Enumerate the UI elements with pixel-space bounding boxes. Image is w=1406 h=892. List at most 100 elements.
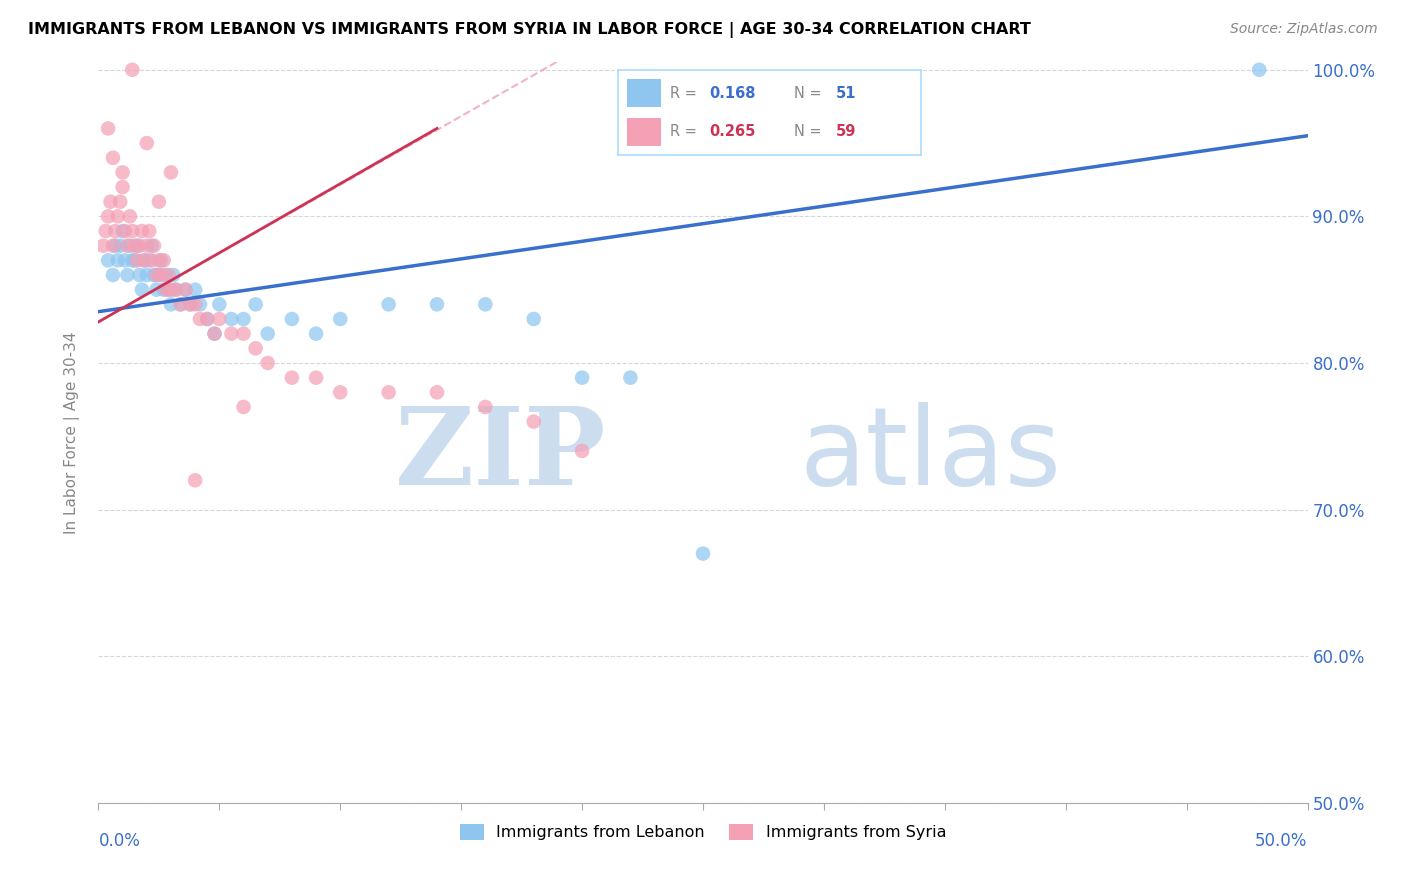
Point xyxy=(111,180,134,194)
Point xyxy=(179,297,201,311)
Point xyxy=(165,283,187,297)
Point xyxy=(174,283,197,297)
Text: 0.0%: 0.0% xyxy=(98,832,141,850)
Point xyxy=(121,224,143,238)
Point xyxy=(155,268,177,282)
Y-axis label: In Labor Force | Age 30-34: In Labor Force | Age 30-34 xyxy=(63,331,80,534)
Point xyxy=(127,253,149,268)
Point xyxy=(195,312,218,326)
Point xyxy=(221,326,243,341)
Point xyxy=(135,268,157,282)
Text: Source: ZipAtlas.com: Source: ZipAtlas.com xyxy=(1230,22,1378,37)
Point xyxy=(474,297,496,311)
Point xyxy=(134,253,156,268)
Point xyxy=(150,268,173,282)
Point xyxy=(134,253,156,268)
Point xyxy=(169,297,191,311)
Point xyxy=(232,312,254,326)
Point xyxy=(97,121,120,136)
Point xyxy=(184,283,207,297)
Point xyxy=(160,165,183,179)
Point xyxy=(179,297,201,311)
Point xyxy=(571,444,593,458)
Point xyxy=(128,268,150,282)
Point xyxy=(523,312,546,326)
Point xyxy=(128,238,150,252)
Point xyxy=(165,283,187,297)
Point xyxy=(245,297,267,311)
Point xyxy=(150,253,173,268)
Point xyxy=(619,370,641,384)
Point xyxy=(208,312,231,326)
Point xyxy=(426,297,449,311)
Text: IMMIGRANTS FROM LEBANON VS IMMIGRANTS FROM SYRIA IN LABOR FORCE | AGE 30-34 CORR: IMMIGRANTS FROM LEBANON VS IMMIGRANTS FR… xyxy=(28,22,1031,38)
Point xyxy=(152,283,174,297)
Point xyxy=(157,283,180,297)
Point xyxy=(141,238,163,252)
Point xyxy=(138,253,160,268)
Legend: Immigrants from Lebanon, Immigrants from Syria: Immigrants from Lebanon, Immigrants from… xyxy=(453,817,953,847)
Point xyxy=(184,297,207,311)
Point xyxy=(329,385,352,400)
Point xyxy=(184,473,207,487)
Point xyxy=(160,283,183,297)
Point xyxy=(148,194,170,209)
Point xyxy=(101,268,124,282)
Point xyxy=(138,224,160,238)
Point xyxy=(232,400,254,414)
Point xyxy=(124,253,146,268)
Point xyxy=(131,224,153,238)
Point xyxy=(118,238,141,252)
Point xyxy=(169,297,191,311)
Point xyxy=(131,283,153,297)
Point xyxy=(377,297,399,311)
Text: atlas: atlas xyxy=(800,401,1062,508)
Text: 50.0%: 50.0% xyxy=(1256,832,1308,850)
Point xyxy=(107,210,129,224)
Point xyxy=(118,210,141,224)
Point xyxy=(329,312,352,326)
Point xyxy=(426,385,449,400)
Point xyxy=(195,312,218,326)
Point xyxy=(108,238,131,252)
Point xyxy=(114,224,136,238)
Point xyxy=(160,297,183,311)
Point xyxy=(104,238,127,252)
Point xyxy=(111,165,134,179)
Point xyxy=(135,238,157,252)
Point xyxy=(232,326,254,341)
Point xyxy=(305,326,328,341)
Point xyxy=(256,356,278,370)
Point xyxy=(97,210,120,224)
Point xyxy=(145,283,167,297)
Point xyxy=(121,253,143,268)
Point xyxy=(188,312,211,326)
Point xyxy=(571,370,593,384)
Point xyxy=(148,253,170,268)
Point xyxy=(157,268,180,282)
Point xyxy=(208,297,231,311)
Point xyxy=(117,268,139,282)
Point xyxy=(155,283,177,297)
Point xyxy=(143,238,166,252)
Point xyxy=(101,151,124,165)
Point xyxy=(94,224,117,238)
Point xyxy=(162,268,184,282)
Point xyxy=(108,194,131,209)
Point xyxy=(148,268,170,282)
Text: ZIP: ZIP xyxy=(395,401,606,508)
Point xyxy=(107,253,129,268)
Point xyxy=(97,253,120,268)
Point xyxy=(91,238,114,252)
Point xyxy=(305,370,328,384)
Point xyxy=(117,238,139,252)
Point xyxy=(204,326,226,341)
Point xyxy=(111,224,134,238)
Point xyxy=(281,312,304,326)
Point xyxy=(281,370,304,384)
Point xyxy=(127,238,149,252)
Point xyxy=(245,341,267,355)
Point xyxy=(188,297,211,311)
Point xyxy=(145,268,167,282)
Point xyxy=(100,194,122,209)
